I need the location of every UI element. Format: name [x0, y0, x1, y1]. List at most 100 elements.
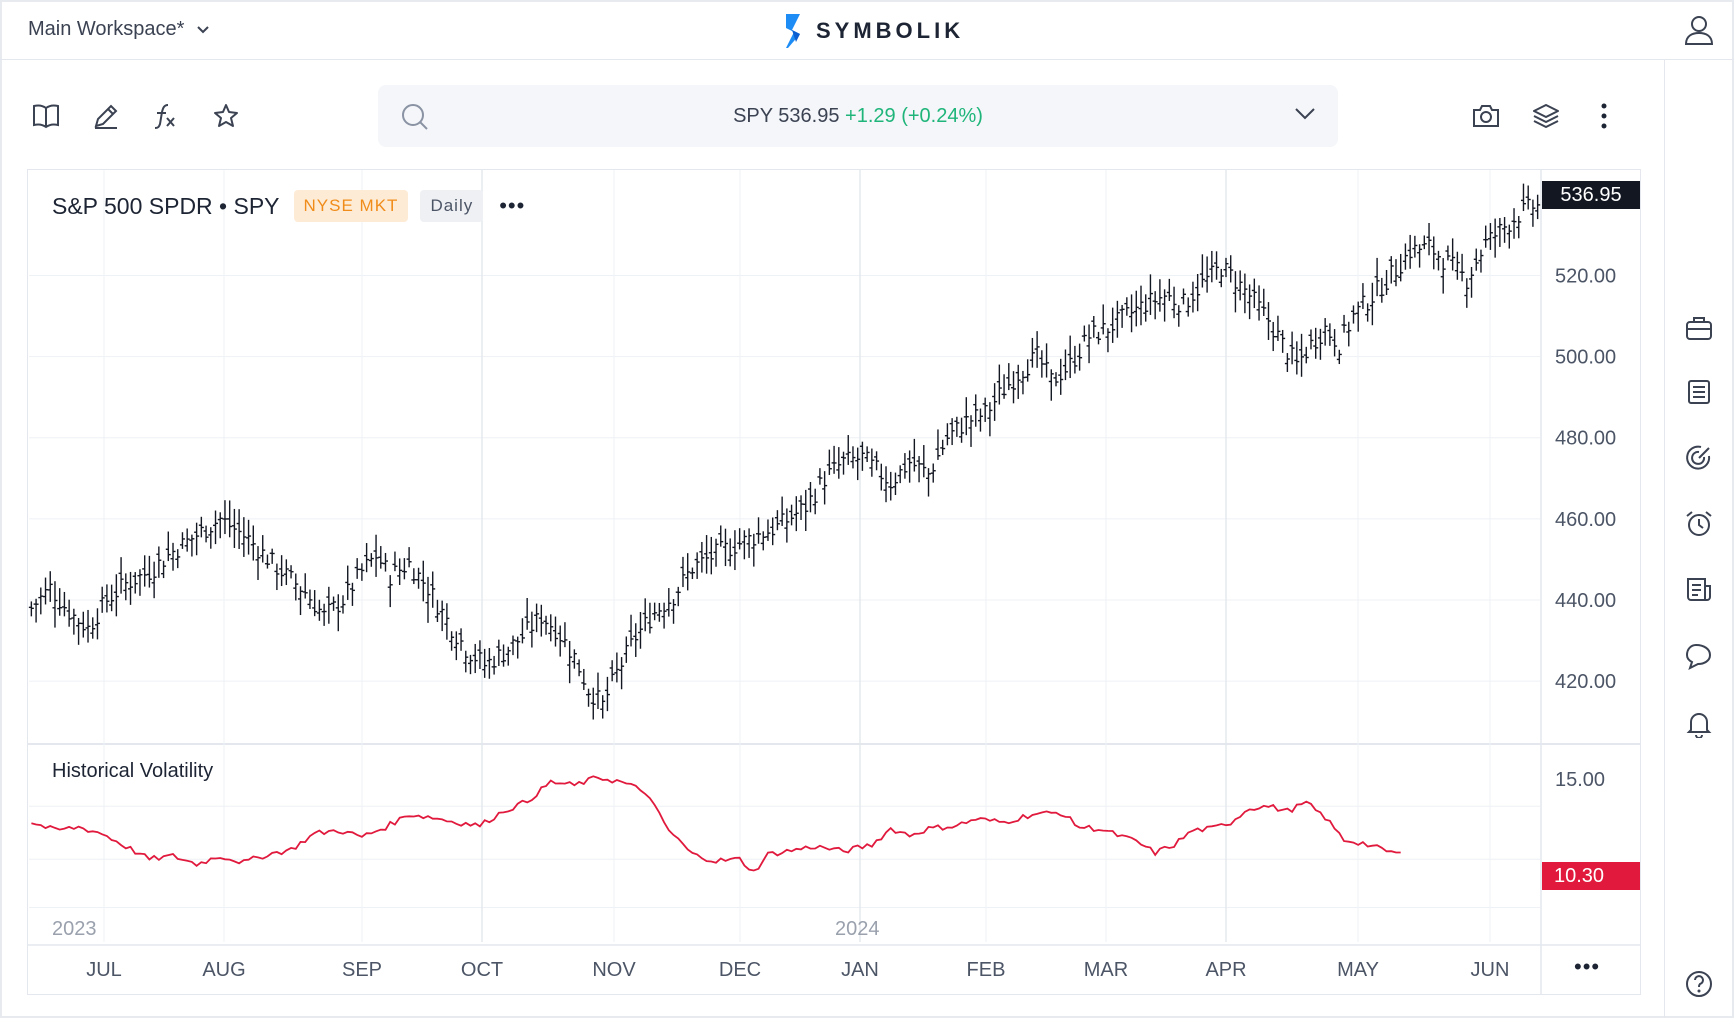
ohlc-bar [340, 595, 346, 614]
price-tick-label: 520.00 [1555, 265, 1616, 287]
chart-panel[interactable] [27, 169, 1641, 995]
chevron-down-icon[interactable] [1294, 107, 1316, 126]
volatility-label: Historical Volatility [52, 760, 214, 782]
ohlc-bar [47, 571, 53, 602]
list-icon[interactable] [1683, 376, 1715, 408]
ohlc-bar [1511, 208, 1517, 239]
user-icon[interactable] [1684, 14, 1714, 51]
ohlc-bar [1171, 286, 1177, 319]
bell-icon[interactable] [1683, 708, 1715, 740]
ohlc-bar [142, 555, 148, 587]
ohlc-bar [1435, 250, 1441, 271]
ohlc-bar [661, 602, 667, 629]
ohlc-bar [137, 569, 143, 596]
camera-icon[interactable] [1470, 100, 1502, 132]
ohlc-bar [1483, 225, 1489, 248]
volatility-value-tag: 10.30 [1542, 862, 1640, 890]
symbol-search[interactable]: SPY 536.95 +1.29 (+0.24%) [378, 85, 1338, 147]
volatility-series [31, 775, 1401, 872]
ohlc-bar [420, 560, 426, 602]
ohlc-bar [486, 648, 492, 679]
ohlc-bar [869, 448, 875, 477]
ohlc-bar [1270, 321, 1276, 352]
ohlc-bar [1421, 235, 1427, 250]
alarm-icon[interactable] [1683, 508, 1715, 540]
ohlc-bar [132, 572, 138, 594]
ohlc-bar [189, 534, 195, 557]
ohlc-bar [1431, 236, 1437, 270]
ohlc-bar [453, 631, 459, 661]
ohlc-bar [1044, 343, 1050, 378]
ohlc-bar [1417, 244, 1423, 268]
ohlc-bar [1218, 268, 1224, 288]
help-icon[interactable] [1683, 968, 1715, 1000]
ohlc-bar [954, 416, 960, 437]
ohlc-bar [387, 575, 393, 608]
ohlc-bar [756, 517, 762, 544]
ohlc-bar [732, 530, 738, 571]
top-bar: Main Workspace* SYMBOLIK [0, 0, 1734, 60]
star-icon[interactable] [210, 100, 242, 132]
workspace-selector[interactable]: Main Workspace* [28, 18, 210, 41]
ohlc-bar [118, 557, 124, 594]
ohlc-bar [401, 558, 407, 580]
ohlc-bar [1006, 363, 1012, 391]
news-icon[interactable] [1683, 574, 1715, 606]
ohlc-bar [760, 531, 766, 551]
ohlc-bar [737, 528, 743, 550]
ohlc-bar [1119, 304, 1125, 328]
ohlc-bar [501, 644, 507, 667]
ohlc-bar [1350, 305, 1356, 324]
workspace-name: Main Workspace* [28, 18, 185, 40]
ohlc-bar [505, 646, 511, 666]
chart-more-button[interactable]: ••• [499, 193, 526, 218]
book-icon[interactable] [30, 100, 62, 132]
month-tick-label: FEB [967, 959, 1006, 981]
ohlc-bar [774, 510, 780, 531]
ohlc-bar [1492, 218, 1498, 258]
month-tick-label: AUG [202, 959, 245, 981]
interval-badge[interactable]: Daily [420, 190, 484, 222]
ohlc-bar [1426, 223, 1432, 256]
ohlc-bar [482, 648, 488, 678]
ohlc-bar [364, 543, 370, 573]
ohlc-bar [477, 640, 483, 670]
year-label-2023: 2023 [52, 918, 97, 940]
month-tick-label: NOV [592, 959, 636, 981]
target-icon[interactable] [1683, 442, 1715, 474]
ohlc-bar [444, 603, 450, 640]
ohlc-bar [246, 519, 252, 555]
ohlc-bar [236, 509, 242, 550]
logo[interactable]: SYMBOLIK [782, 12, 964, 50]
ohlc-bar [458, 628, 464, 651]
ohlc-bar [1242, 273, 1248, 314]
briefcase-icon[interactable] [1683, 312, 1715, 344]
ohlc-bar [623, 636, 629, 663]
ohlc-bar [604, 676, 610, 712]
ohlc-bar [538, 604, 544, 637]
ohlc-bar [302, 573, 308, 599]
ohlc-bar [959, 417, 965, 443]
instrument-name: S&P 500 SPDR • SPY [52, 192, 280, 219]
pencil-icon[interactable] [90, 100, 122, 132]
ohlc-bar [1091, 316, 1097, 338]
function-icon[interactable] [150, 100, 182, 132]
kebab-icon[interactable] [1588, 100, 1620, 132]
axis-more-button[interactable]: ••• [1574, 954, 1601, 979]
ohlc-bar [260, 535, 266, 563]
ohlc-bar [392, 551, 398, 572]
search-icon [400, 102, 430, 137]
ohlc-bar [496, 639, 502, 666]
ohlc-bar [897, 465, 903, 484]
ohlc-bar [685, 553, 691, 591]
ohlc-bar [888, 471, 894, 501]
month-tick-label: MAY [1337, 959, 1379, 981]
ohlc-bar [1114, 300, 1120, 338]
chat-icon[interactable] [1683, 640, 1715, 672]
ohlc-bar [1520, 183, 1526, 212]
ohlc-bar [1166, 278, 1172, 302]
ohlc-bar [1346, 321, 1352, 347]
layers-icon[interactable] [1530, 100, 1562, 132]
ohlc-bar [713, 538, 719, 567]
